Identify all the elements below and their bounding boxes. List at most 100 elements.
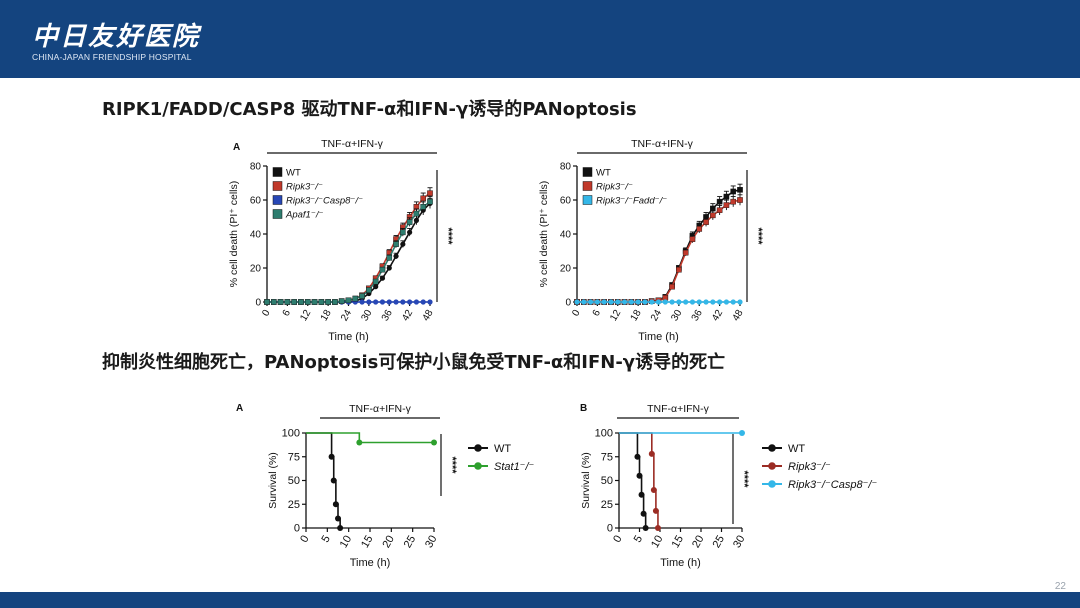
- data-point: [682, 249, 689, 256]
- significance-stars: ****: [446, 456, 458, 474]
- data-point: [413, 299, 420, 305]
- slide-heading-panoptosis: RIPK1/FADD/CASP8 驱动TNF-α和IFN-γ诱导的PANopto…: [102, 99, 637, 120]
- y-tick-label: 100: [282, 428, 300, 440]
- data-point: [366, 299, 372, 305]
- data-point: [710, 212, 716, 219]
- y-tick-label: 75: [288, 451, 300, 463]
- data-point: [325, 299, 331, 305]
- x-tick-label: 0: [611, 534, 624, 545]
- data-point: [270, 299, 277, 305]
- x-tick-label: 12: [298, 308, 313, 324]
- y-tick-label: 0: [255, 298, 261, 309]
- panel-label: A: [233, 142, 240, 153]
- treatment-label: TNF-α+IFN-γ: [349, 403, 412, 415]
- data-point: [739, 430, 745, 436]
- treatment-label: TNF-α+IFN-γ: [647, 403, 710, 415]
- y-tick-label: 25: [601, 499, 613, 511]
- y-tick-label: 50: [288, 475, 300, 487]
- data-point: [703, 299, 709, 305]
- y-tick-label: 40: [560, 230, 572, 241]
- x-tick-label: 30: [423, 534, 440, 551]
- data-point: [328, 453, 335, 460]
- data-point: [356, 439, 363, 446]
- legend-label: Ripk3⁻/⁻: [286, 182, 323, 193]
- data-point: [608, 299, 614, 305]
- panel-label: B: [580, 403, 587, 414]
- data-point: [337, 525, 344, 531]
- data-point: [649, 299, 655, 305]
- y-tick-label: 40: [250, 230, 262, 241]
- x-tick-label: 25: [711, 534, 728, 551]
- data-point: [400, 299, 406, 305]
- data-point: [650, 487, 657, 493]
- legend-marker: [768, 480, 776, 488]
- data-point: [291, 299, 297, 305]
- y-axis-title: % cell death (PI⁺ cells): [538, 181, 550, 288]
- legend-label: WT: [494, 443, 511, 455]
- data-point: [413, 210, 420, 217]
- data-point: [420, 195, 427, 202]
- data-point: [654, 525, 661, 531]
- x-tick-label: 30: [359, 308, 374, 324]
- data-point: [703, 219, 709, 225]
- data-point: [284, 299, 291, 305]
- data-point: [427, 198, 433, 205]
- x-tick-label: 12: [608, 308, 623, 324]
- data-point: [574, 299, 580, 305]
- data-point: [621, 299, 628, 305]
- data-point: [716, 198, 723, 205]
- legend-label: Apaf1⁻/⁻: [285, 210, 324, 221]
- y-tick-label: 75: [601, 451, 613, 463]
- data-point: [730, 198, 737, 205]
- data-point: [366, 287, 372, 293]
- data-point: [264, 299, 270, 305]
- x-tick-label: 5: [319, 534, 332, 545]
- x-tick-label: 18: [319, 308, 334, 324]
- data-point: [669, 299, 675, 305]
- legend-label: Ripk3⁻/⁻: [788, 461, 831, 473]
- x-tick-label: 24: [339, 308, 354, 324]
- data-point: [352, 295, 359, 302]
- x-tick-label: 42: [710, 308, 725, 324]
- data-point: [655, 299, 662, 305]
- data-point: [635, 299, 641, 305]
- data-point: [407, 299, 413, 305]
- data-point: [723, 202, 730, 208]
- y-tick-label: 25: [288, 499, 300, 511]
- data-point: [737, 197, 743, 203]
- data-point: [393, 299, 399, 305]
- legend-swatch: [272, 209, 283, 219]
- legend-label: Ripk3⁻/⁻Fadd⁻/⁻: [596, 196, 667, 207]
- treatment-label: TNF-α+IFN-γ: [631, 138, 694, 150]
- data-point: [420, 203, 427, 210]
- data-point: [373, 284, 379, 290]
- data-point: [338, 298, 345, 304]
- data-point: [379, 266, 386, 273]
- data-point: [277, 299, 284, 305]
- legend-swatch: [272, 195, 283, 205]
- data-point: [413, 217, 420, 223]
- data-point: [304, 299, 311, 305]
- data-point: [717, 299, 723, 305]
- x-tick-label: 25: [402, 534, 419, 551]
- y-tick-label: 50: [601, 475, 613, 487]
- y-tick-label: 80: [560, 162, 572, 173]
- x-axis-title: Time (h): [328, 331, 369, 343]
- x-tick-label: 18: [629, 308, 644, 324]
- data-point: [737, 187, 743, 193]
- y-tick-label: 60: [560, 196, 572, 207]
- data-point: [393, 253, 399, 259]
- data-point: [393, 241, 399, 247]
- data-point: [311, 299, 318, 305]
- legend-label: Ripk3⁻/⁻Casp8⁻/⁻: [788, 479, 877, 491]
- data-point: [723, 193, 730, 200]
- data-point: [640, 510, 647, 517]
- data-point: [676, 266, 682, 273]
- y-axis-title: % cell death (PI⁺ cells): [228, 181, 240, 288]
- y-tick-label: 100: [595, 428, 613, 440]
- header-bar: 中日友好医院 CHINA-JAPAN FRIENDSHIP HOSPITAL: [0, 0, 1080, 78]
- data-point: [601, 299, 607, 305]
- data-point: [730, 299, 736, 305]
